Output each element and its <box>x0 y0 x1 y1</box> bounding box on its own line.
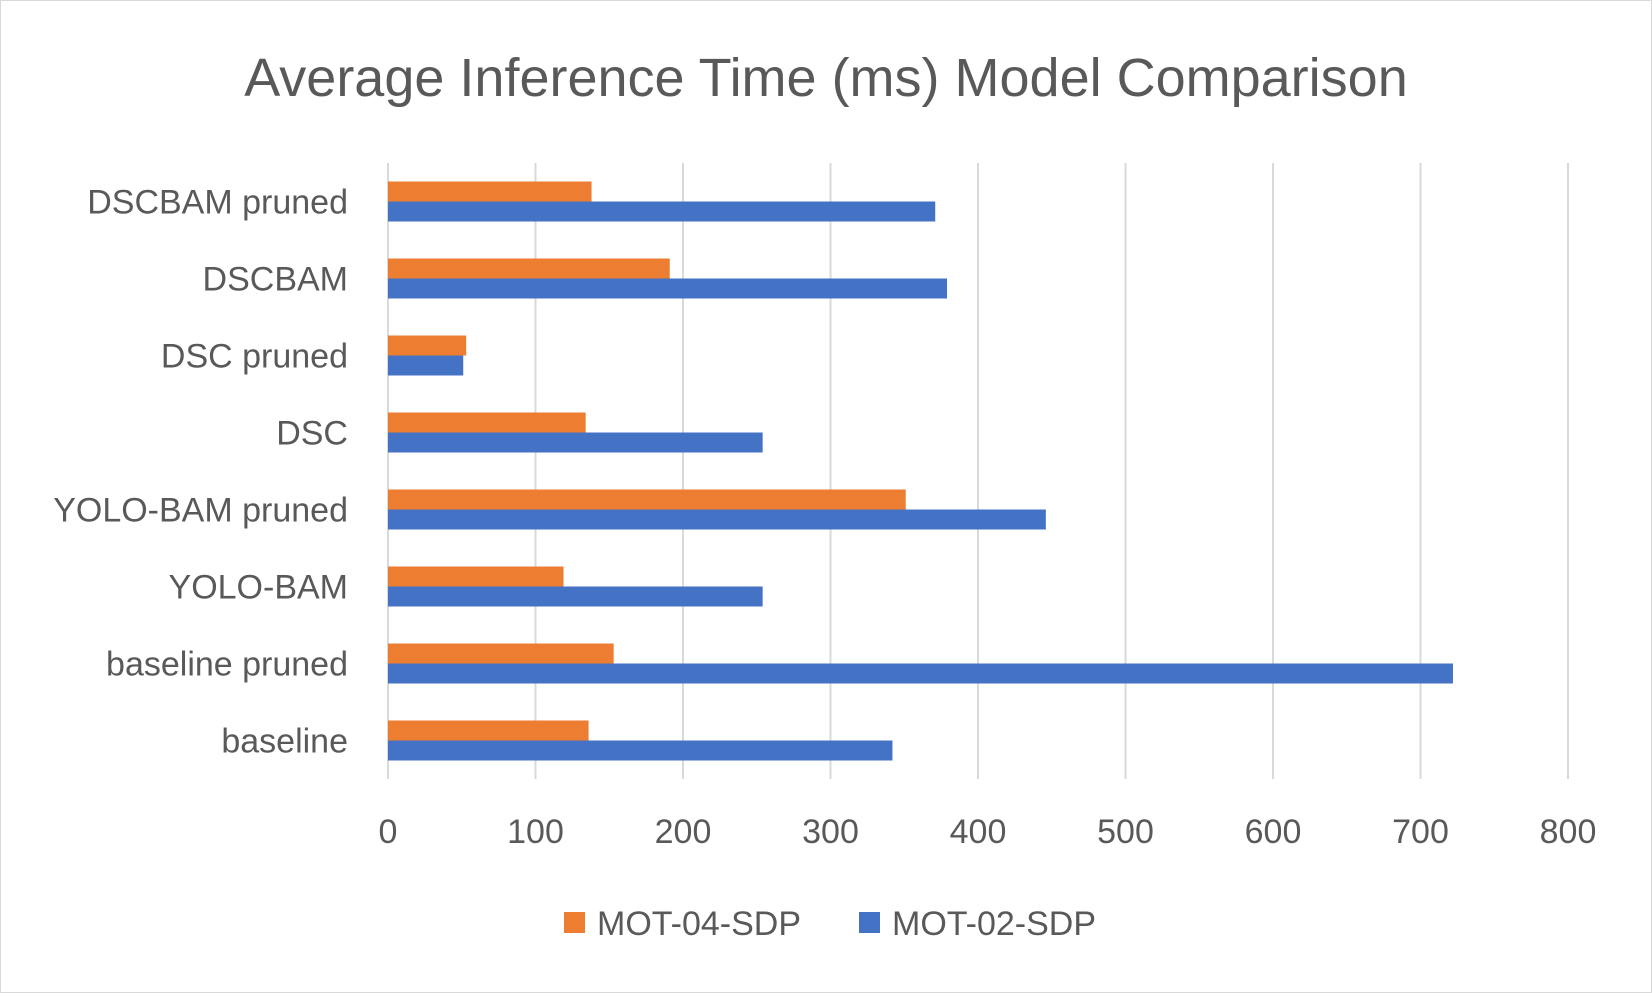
bar-mot-04-sdp-baseline-pruned <box>388 643 614 664</box>
bar-mot-04-sdp-yolo-bam-pruned <box>388 489 906 510</box>
bar-mot-04-sdp-dsc-pruned <box>388 335 467 356</box>
bar-mot-02-sdp-yolo-bam-pruned <box>388 509 1046 530</box>
category-label: DSC <box>276 415 348 453</box>
x-tick-label: 100 <box>507 813 564 851</box>
category-label: YOLO-BAM <box>169 569 348 607</box>
category-label: YOLO-BAM pruned <box>53 492 348 530</box>
bar-mot-02-sdp-dsc <box>388 432 763 453</box>
bar-mot-04-sdp-dsc <box>388 412 586 433</box>
bars <box>388 181 1453 761</box>
x-tick-label: 800 <box>1540 813 1597 851</box>
chart-title: Average Inference Time (ms) Model Compar… <box>244 48 1407 108</box>
bar-mot-02-sdp-dsc-pruned <box>388 355 464 376</box>
category-labels: baseline baseline pruned YOLO-BAM YOLO-BAM … <box>53 184 348 761</box>
category-label: DSCBAM pruned <box>87 184 348 222</box>
category-label: baseline <box>221 723 348 761</box>
x-tick-label: 200 <box>655 813 712 851</box>
category-label: baseline pruned <box>106 646 348 684</box>
bar-mot-02-sdp-yolo-bam <box>388 586 763 607</box>
bar-mot-02-sdp-baseline-pruned <box>388 663 1453 684</box>
bar-mot-04-sdp-dscbam <box>388 258 670 279</box>
category-label: DSC pruned <box>161 338 348 376</box>
x-tick-label: 400 <box>950 813 1007 851</box>
x-tick-label: 500 <box>1097 813 1154 851</box>
x-tick-label: 0 <box>379 813 398 851</box>
bar-mot-04-sdp-yolo-bam <box>388 566 564 587</box>
bar-mot-02-sdp-baseline <box>388 740 893 761</box>
legend-label: MOT-04-SDP <box>597 905 801 943</box>
x-tick-label: 700 <box>1392 813 1449 851</box>
gridlines <box>387 163 1569 779</box>
category-label: DSCBAM <box>203 261 348 299</box>
bar-mot-04-sdp-dscbam-pruned <box>388 181 592 202</box>
bar-mot-04-sdp-baseline <box>388 720 589 741</box>
x-tick-label: 600 <box>1245 813 1302 851</box>
legend-label: MOT-02-SDP <box>892 905 1096 943</box>
legend: MOT-04-SDP MOT-02-SDP <box>564 905 1096 943</box>
legend-swatch-mot-02-sdp <box>859 912 880 933</box>
x-tick-label: 300 <box>802 813 859 851</box>
x-tick-labels: 0 100 200 300 400 500 600 700 800 <box>379 813 1597 851</box>
bar-mot-02-sdp-dscbam-pruned <box>388 201 936 222</box>
legend-swatch-mot-04-sdp <box>564 912 585 933</box>
bar-mot-02-sdp-dscbam <box>388 278 948 299</box>
